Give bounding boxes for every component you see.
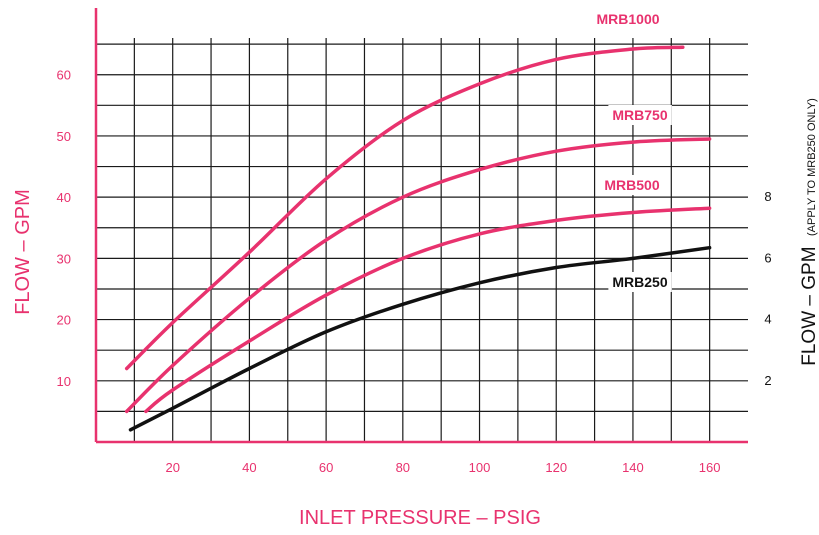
series-label-mrb1000: MRB1000 bbox=[592, 9, 664, 29]
y-tick-label: 50 bbox=[57, 129, 71, 144]
x-axis-title: INLET PRESSURE – PSIG bbox=[299, 507, 541, 529]
series-label-background bbox=[592, 9, 664, 29]
x-tick-label: 100 bbox=[469, 460, 491, 475]
x-tick-label: 120 bbox=[545, 460, 567, 475]
series-label-background bbox=[608, 105, 672, 125]
right-axis-title: FLOW – GPM (APPLY TO MRB250 ONLY) bbox=[799, 98, 819, 366]
series-label-mrb750: MRB750 bbox=[608, 105, 672, 125]
series-label-text: MRB500 bbox=[604, 177, 659, 193]
y2-tick-label: 8 bbox=[764, 189, 771, 204]
series-label-background bbox=[608, 272, 672, 292]
series-line-mrb1000 bbox=[124, 45, 685, 371]
x-tick-label: 40 bbox=[242, 460, 256, 475]
series-line-mrb250 bbox=[128, 245, 712, 432]
series-label-text: MRB750 bbox=[612, 107, 667, 123]
y-tick-label: 10 bbox=[57, 374, 71, 389]
series-label-text: MRB250 bbox=[612, 274, 667, 290]
y-tick-label: 20 bbox=[57, 313, 71, 328]
right-axis-title-note: (APPLY TO MRB250 ONLY) bbox=[806, 98, 818, 236]
y-tick-label: 40 bbox=[57, 190, 71, 205]
grid bbox=[96, 38, 748, 442]
y2-tick-label: 4 bbox=[764, 312, 771, 327]
y2-tick-label: 6 bbox=[764, 250, 771, 265]
x-tick-label: 60 bbox=[319, 460, 333, 475]
tick-labels: 20 40 60 80 100 120 140 160 10 20 30 40 50 60 2 4 6 8 bbox=[57, 68, 772, 475]
y-tick-label: 60 bbox=[57, 68, 71, 83]
series-label-text: MRB1000 bbox=[596, 11, 659, 27]
right-axis-title-main: FLOW – GPM bbox=[799, 246, 819, 365]
y-axis-title: FLOW – GPM bbox=[12, 189, 34, 315]
series-label-mrb250: MRB250 bbox=[608, 272, 672, 292]
series-lines bbox=[124, 45, 712, 432]
series-label-background bbox=[600, 175, 664, 195]
axes bbox=[94, 8, 748, 444]
x-tick-label: 160 bbox=[699, 460, 721, 475]
y-tick-label: 30 bbox=[57, 251, 71, 266]
series-line-mrb750 bbox=[124, 137, 712, 414]
y2-tick-label: 2 bbox=[764, 373, 771, 388]
series-label-mrb500: MRB500 bbox=[600, 175, 664, 195]
series-line-mrb500 bbox=[144, 206, 712, 414]
series-labels: MRB1000 MRB750 MRB500 MRB250 bbox=[592, 9, 672, 292]
x-tick-label: 140 bbox=[622, 460, 644, 475]
x-tick-label: 20 bbox=[165, 460, 179, 475]
x-tick-label: 80 bbox=[396, 460, 410, 475]
